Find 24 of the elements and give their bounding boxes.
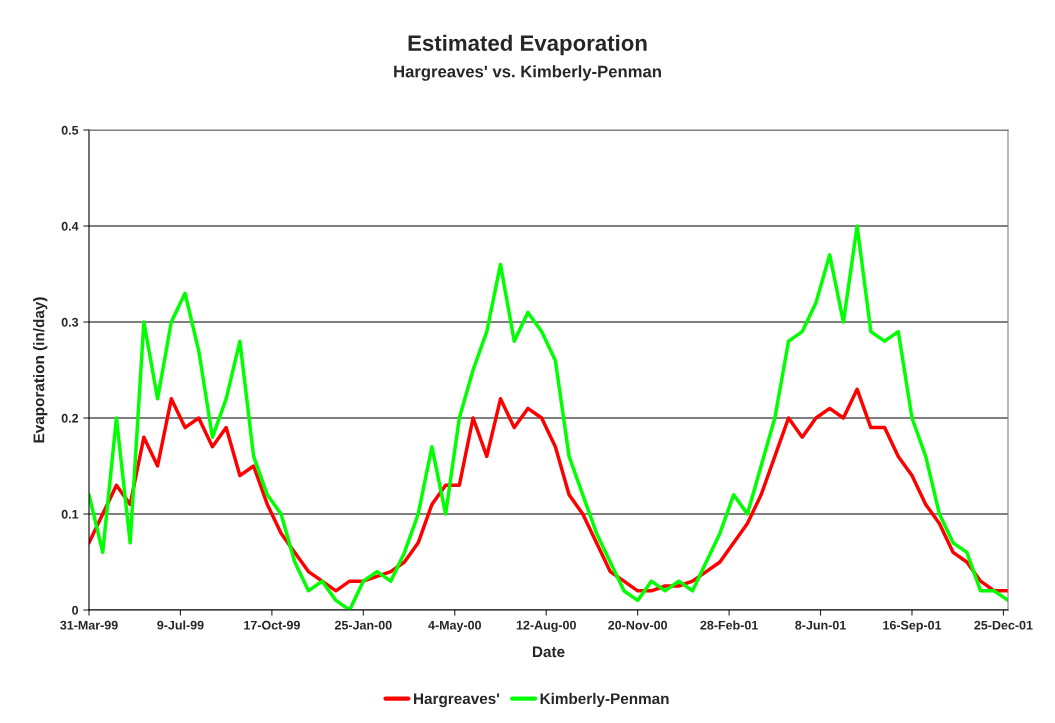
x-tick-label: 17-Oct-99 xyxy=(244,620,300,630)
y-tick-label: 0.4 xyxy=(61,221,79,231)
y-axis-title: Evaporation (in/day) xyxy=(33,297,48,443)
x-tick-label: 8-Jun-01 xyxy=(795,620,846,630)
x-tick-label: 20-Nov-00 xyxy=(608,620,668,630)
x-tick-label: 31-Mar-99 xyxy=(60,620,118,630)
y-tick-label: 0.3 xyxy=(61,317,79,327)
x-tick-label: 4-May-00 xyxy=(428,620,482,633)
line-series xyxy=(89,387,1008,593)
legend-label: Kimberly-Penman xyxy=(540,692,669,708)
x-tick-label: 28-Feb-01 xyxy=(700,620,758,630)
x-tick-label: 16-Sep-01 xyxy=(883,620,942,633)
x-tick-label: 12-Aug-00 xyxy=(516,620,576,633)
x-axis-title: Date xyxy=(532,646,565,658)
y-tick-label: 0.5 xyxy=(61,125,79,135)
x-tick-label: 9-Jul-99 xyxy=(157,620,204,630)
y-tick-label: 0 xyxy=(72,605,79,615)
y-tick-label: 0.2 xyxy=(61,413,79,423)
chart-subtitle: Hargreaves' vs. Kimberly-Penman xyxy=(394,65,661,81)
x-tick-label: 25-Jan-00 xyxy=(334,620,392,630)
y-tick-label: 0.1 xyxy=(61,509,79,519)
chart-title: Estimated Evaporation xyxy=(408,34,647,56)
legend-label: Hargreaves' xyxy=(414,693,500,708)
x-tick-label: 25-Dec-01 xyxy=(974,620,1033,630)
